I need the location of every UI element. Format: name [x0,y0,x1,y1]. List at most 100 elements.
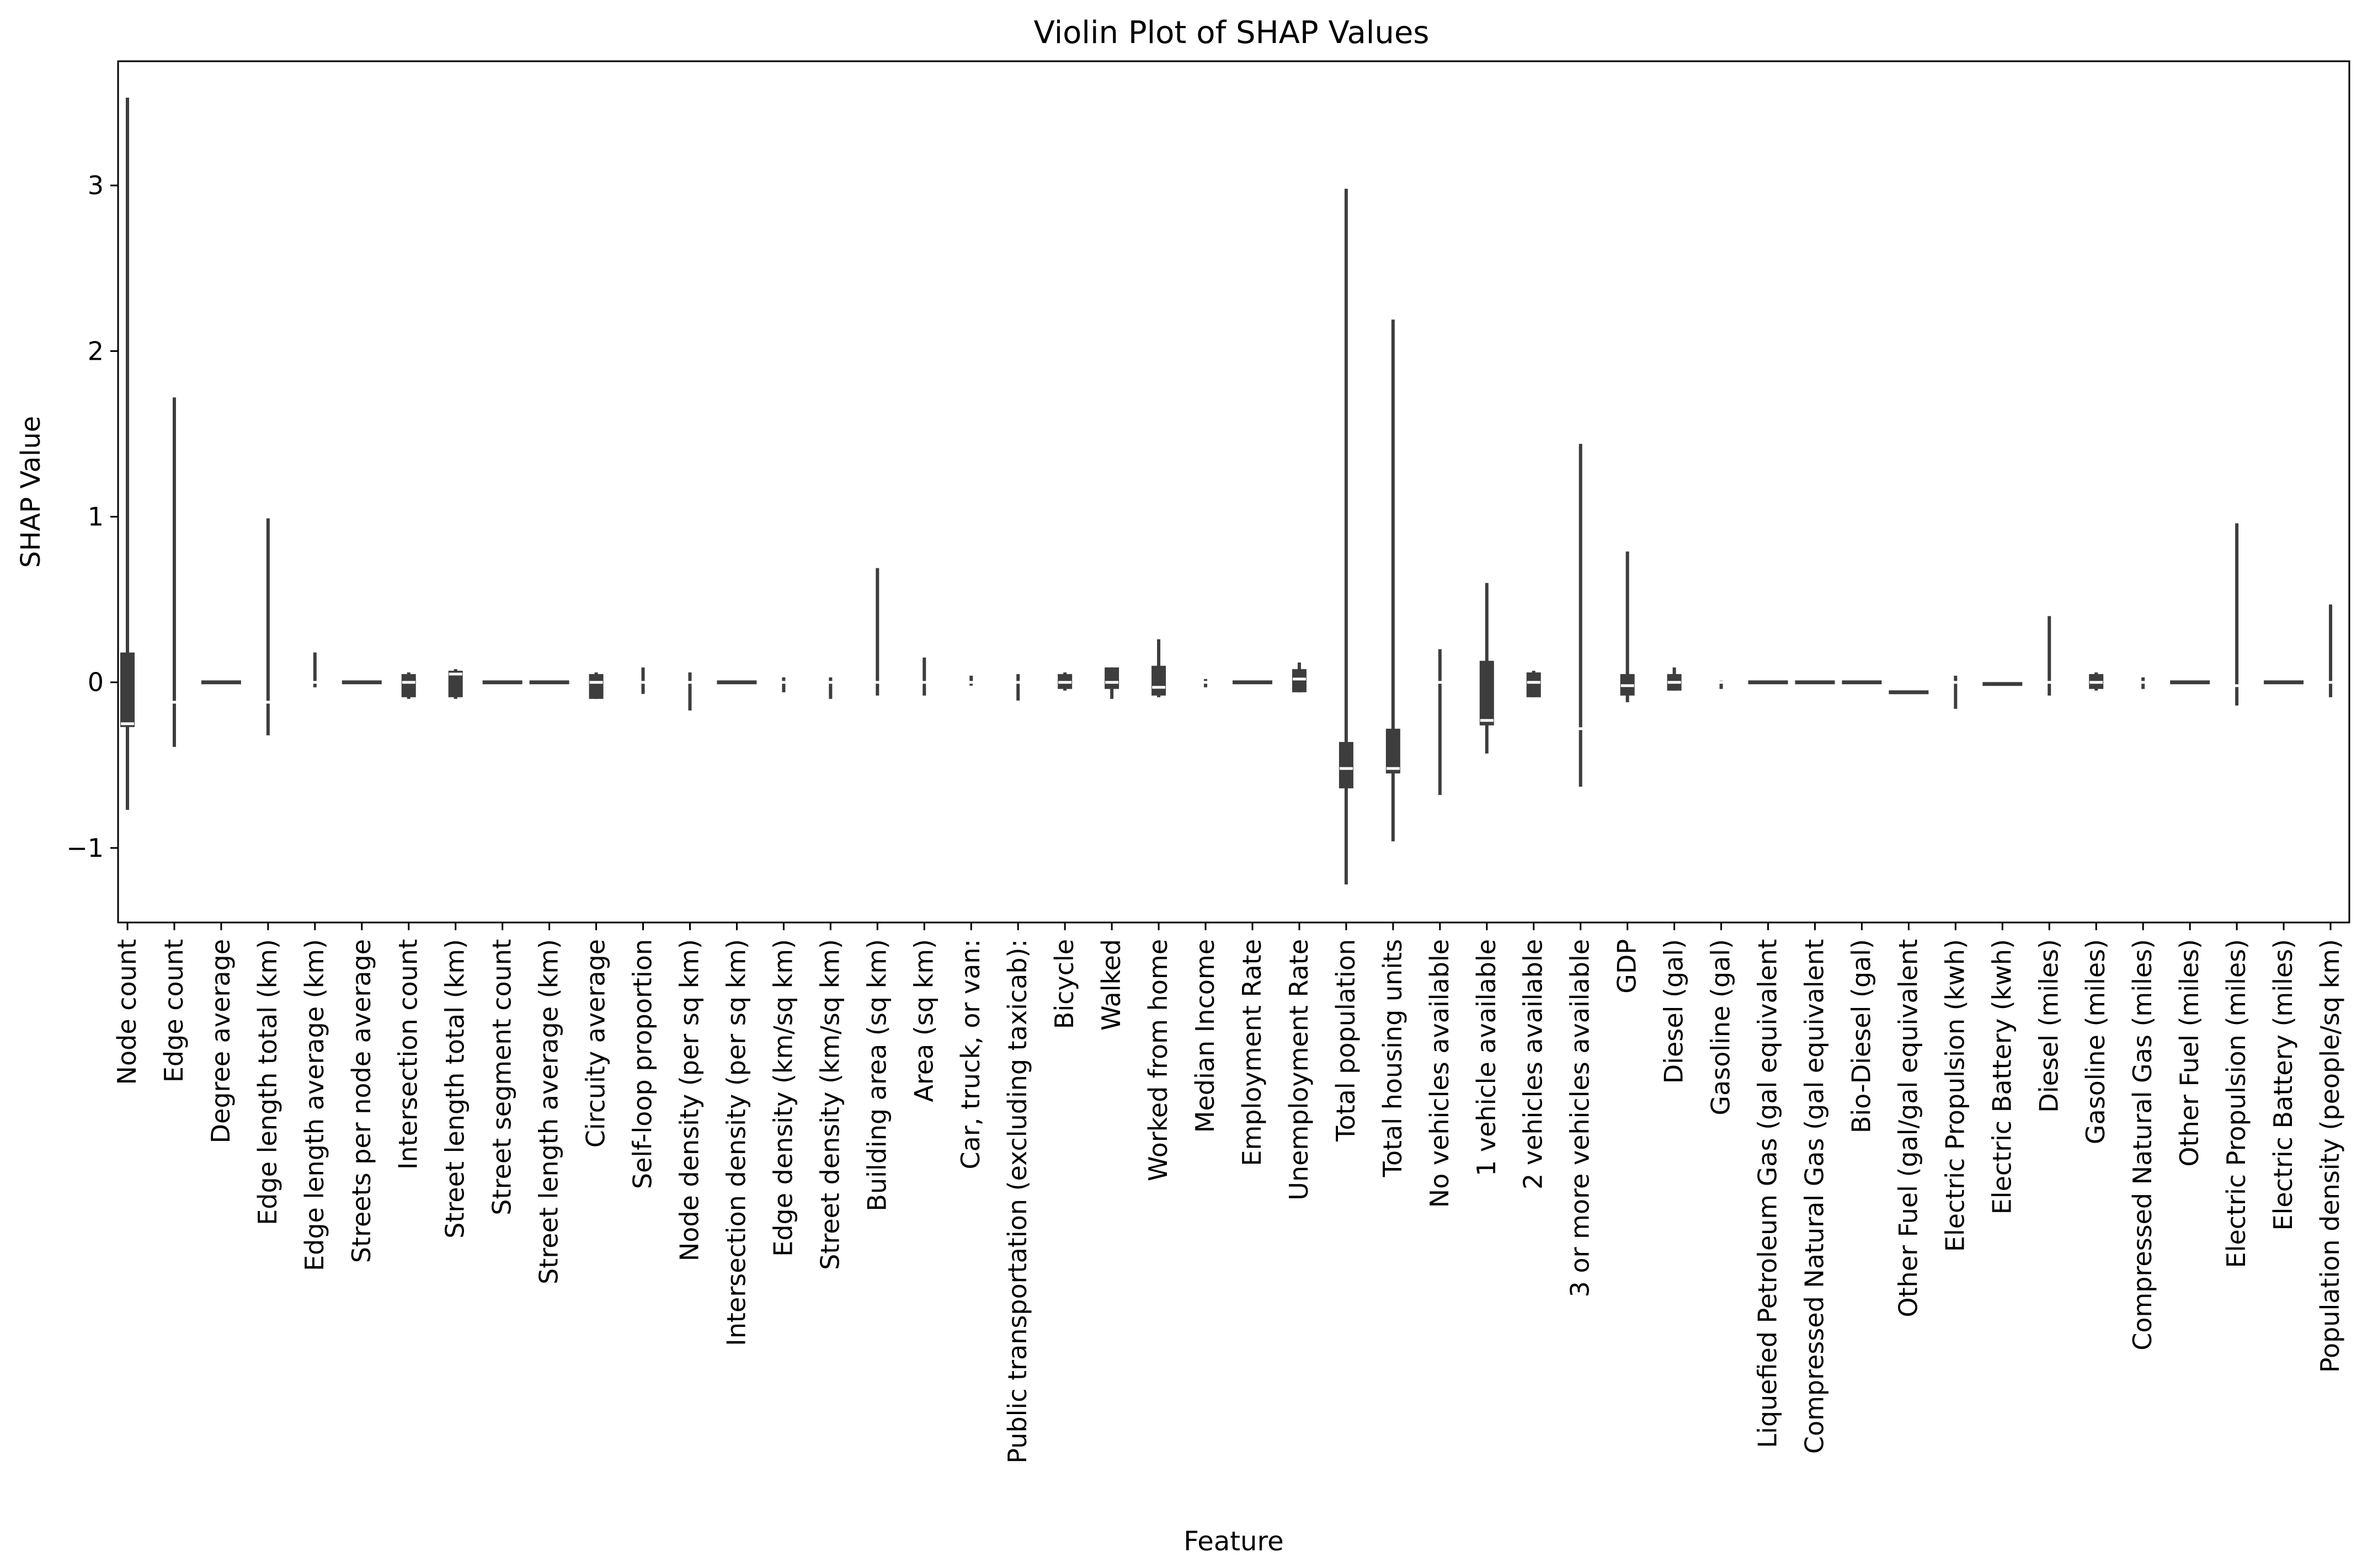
violin [1949,675,1963,709]
violin [1292,662,1307,692]
violin [1151,639,1166,697]
x-tick-label: Edge count [159,939,189,1082]
x-tick-label: Node count [112,939,142,1085]
violin-iqr-box [1526,672,1541,697]
x-tick-label: Degree average [206,939,236,1143]
violin [589,672,604,699]
violin-body [2170,680,2210,685]
x-tick-label: Employment Rate [1237,939,1267,1166]
x-tick-label: Unemployment Rate [1284,939,1314,1201]
violin [1620,551,1635,702]
violin [824,677,838,699]
x-tick-label: Bicycle [1049,939,1079,1029]
x-tick-label: Electric Propulsion (kwh) [1940,939,1970,1252]
violin [918,657,931,696]
x-tick-label: Other Fuel (gal/gal equivalent [1893,939,1923,1318]
violin [871,568,884,696]
x-tick-label: Compressed Natural Gas (gal equivalent [1799,939,1829,1454]
violin [167,397,181,747]
x-tick-label: Car, truck, or van: [956,939,985,1169]
violin-iqr-box [1339,742,1353,788]
violin [1011,674,1025,701]
x-tick-label: Street segment count [487,939,517,1215]
x-tick-label: Circuity average [581,939,611,1148]
x-tick-label: Electric Battery (kwh) [1987,939,2017,1214]
plot-frame [117,60,2350,924]
violin-body [1889,690,1929,695]
x-tick-label: Compressed Natural Gas (miles) [2128,939,2157,1351]
violin-body [2264,680,2304,685]
violin-body [1982,682,2023,686]
violin [1232,680,1272,685]
x-tick-label: Electric Battery (miles) [2268,939,2298,1230]
violin-body [342,680,382,685]
violin-iqr-box [1385,728,1400,774]
violin [1479,583,1494,754]
x-tick-label: Median Income [1190,939,1220,1133]
violin [1385,319,1400,841]
violin [448,669,463,699]
x-axis-label: Feature [1183,1526,1283,1557]
violin [482,680,522,685]
violin-body [717,680,757,685]
violin [1889,690,1929,695]
violin [1795,680,1835,685]
violin [1748,680,1788,685]
violin [683,672,697,711]
violin [717,680,757,685]
violin [2136,677,2150,689]
violin [2324,604,2338,697]
x-tick-label: Population density (people/sq km) [2315,939,2345,1373]
violin-series [120,98,2338,884]
y-tick-label: 2 [88,336,104,366]
violin [777,677,791,692]
y-axis: −1 0 1 2 3 [66,170,118,863]
violin-body [201,680,241,685]
violin [1714,680,1728,689]
violin [1842,680,1882,685]
x-tick-label: Intersection count [393,939,423,1170]
violin-body [1842,680,1882,685]
violin [2089,672,2104,691]
violin-iqr-box [120,652,135,727]
violin [342,680,382,685]
x-tick-label: Street length total (km) [440,939,470,1239]
x-tick-label: 2 vehicles available [1518,939,1548,1190]
y-tick-label: 0 [88,668,104,697]
violin-iqr-box [1151,665,1166,696]
violin [2170,680,2210,685]
violin [1526,670,1541,697]
violin-iqr-box [1292,669,1307,692]
y-tick-label: 3 [88,170,104,200]
x-tick-label: Bio-Diesel (gal) [1846,939,1876,1133]
x-axis: Node count Edge count Degree average Edge l… [112,922,2345,1464]
x-tick-label: Node density (per sq km) [674,939,704,1261]
x-tick-label: 1 vehicle available [1471,939,1501,1176]
x-tick-label: Public transportation (excluding taxicab… [1003,939,1032,1464]
x-tick-label: Self-loop proportion [628,939,658,1189]
x-tick-label: 3 or more vehicles available [1565,939,1595,1297]
x-tick-label: GDP [1612,939,1642,994]
violin [964,675,978,686]
x-tick-label: Total housing units [1378,939,1407,1177]
violin-body [1232,680,1272,685]
x-tick-label: Gasoline (miles) [2081,939,2110,1144]
violin-iqr-box [401,674,416,697]
violin [1058,672,1073,691]
x-tick-label: No vehicles available [1425,939,1454,1208]
violin [120,98,135,810]
x-tick-label: Total population [1331,939,1361,1142]
y-tick-label: −1 [66,833,104,863]
violin [1667,667,1682,691]
violin [1982,682,2023,686]
x-tick-label: Walked [1096,939,1126,1031]
violin-body [529,680,569,685]
y-axis-label: SHAP Value [15,416,46,568]
x-tick-label: Other Fuel (miles) [2174,939,2204,1167]
violin [529,680,569,685]
x-tick-label: Liquefied Petroleum Gas (gal equivalent [1753,939,1783,1448]
chart-title: Violin Plot of SHAP Values [1034,15,1430,51]
x-tick-label: Diesel (miles) [2034,939,2064,1113]
